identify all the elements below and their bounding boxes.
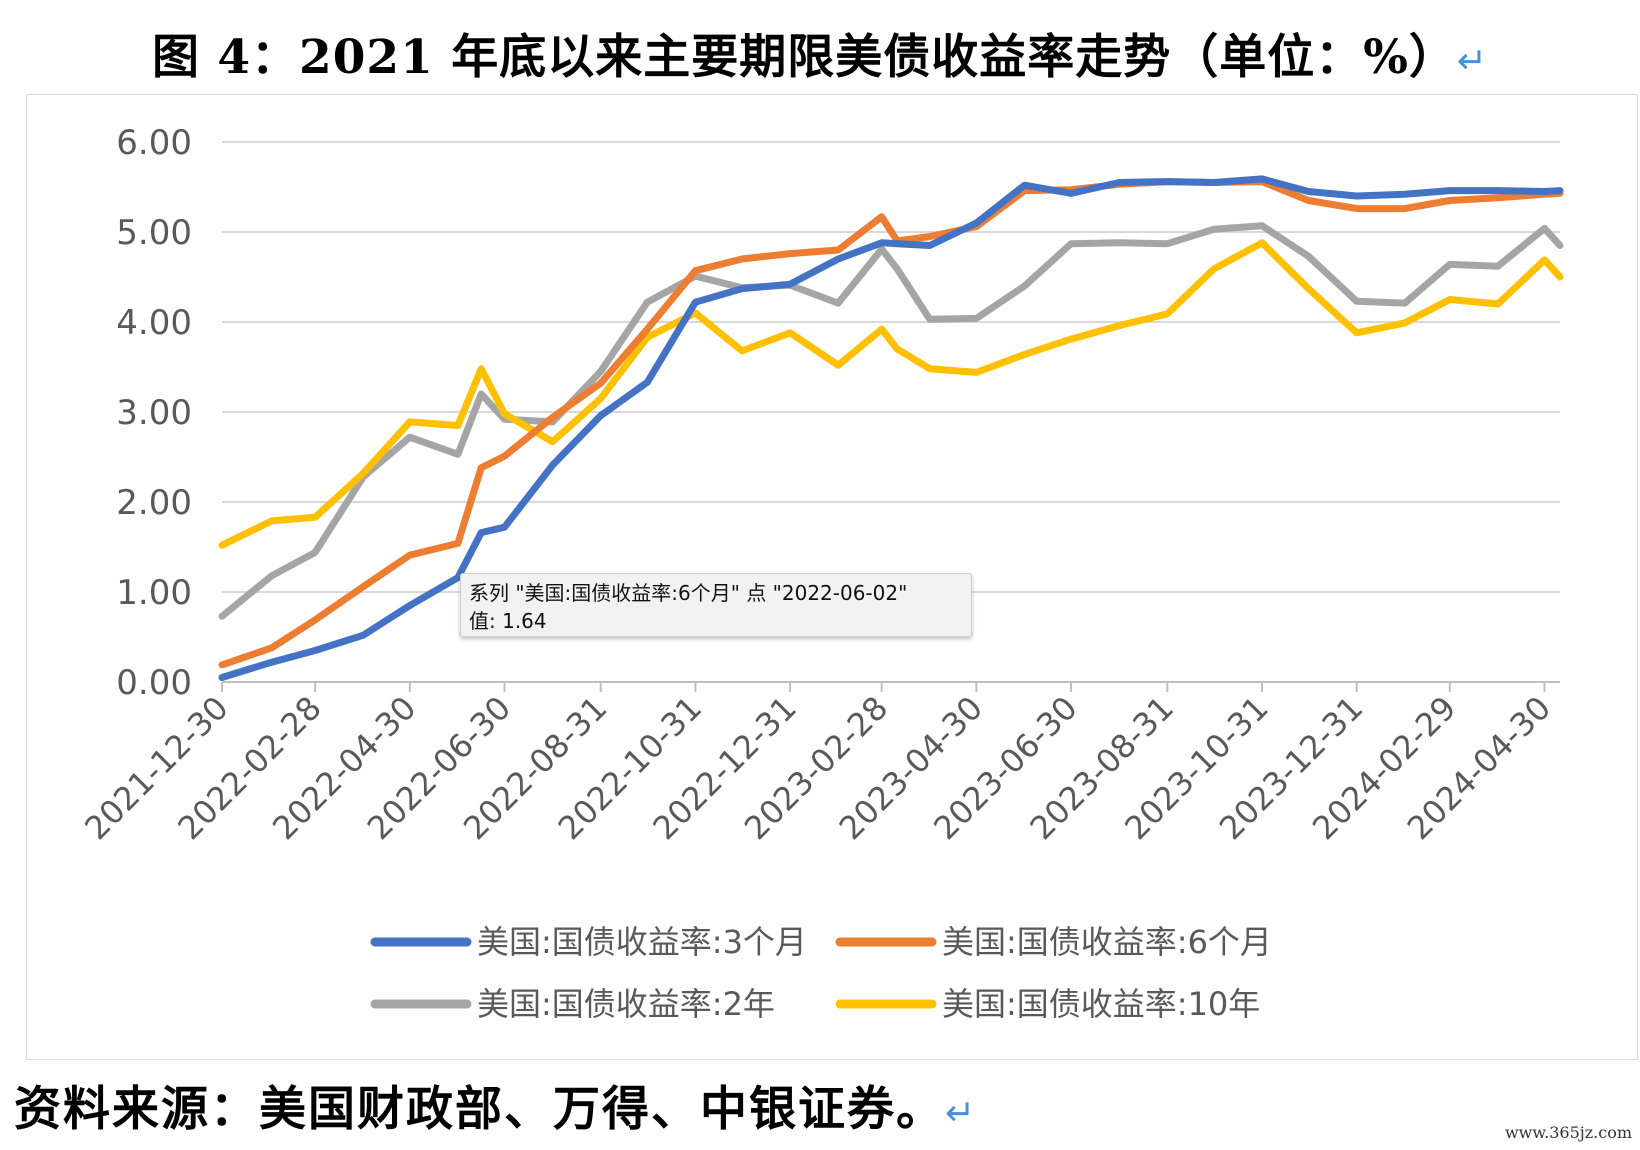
series-line — [218, 222, 1564, 620]
legend-label: 美国:国债收益率:3个月 — [477, 923, 807, 961]
series-line — [218, 175, 1564, 681]
series-line — [218, 178, 1564, 669]
legend-label: 美国:国债收益率:2年 — [477, 985, 775, 1023]
tooltip-series-line: 系列 "美国:国债收益率:6个月" 点 "2022-06-02" — [469, 581, 908, 605]
figure-title: 图 4：2021 年底以来主要期限美债收益率走势（单位：%）↵ — [0, 18, 1640, 87]
return-mark-icon: ↵ — [945, 1093, 978, 1134]
y-tick-label: 6.00 — [116, 123, 192, 163]
legend-label: 美国:国债收益率:10年 — [942, 985, 1260, 1023]
figure-source: 资料来源：美国财政部、万得、中银证券。↵ — [14, 1070, 977, 1139]
y-tick-label: 2.00 — [116, 483, 192, 523]
figure-title-text: 图 4：2021 年底以来主要期限美债收益率走势（单位：%） — [151, 30, 1457, 85]
y-tick-label: 4.00 — [116, 303, 192, 343]
chart-frame — [26, 94, 1638, 1060]
figure-source-text: 资料来源：美国财政部、万得、中银证券。 — [14, 1082, 945, 1137]
y-tick-label: 0.00 — [116, 663, 192, 703]
legend-label: 美国:国债收益率:6个月 — [942, 923, 1272, 961]
tooltip-value-line: 值: 1.64 — [469, 609, 547, 633]
y-tick-label: 1.00 — [116, 573, 192, 613]
y-tick-label: 3.00 — [116, 393, 192, 433]
y-tick-label: 5.00 — [116, 213, 192, 253]
series-line — [218, 239, 1564, 549]
data-tooltip: 系列 "美国:国债收益率:6个月" 点 "2022-06-02" 值: 1.64 — [460, 573, 972, 637]
watermark: www.365jz.com — [1504, 1123, 1632, 1142]
return-mark-icon: ↵ — [1456, 41, 1489, 82]
